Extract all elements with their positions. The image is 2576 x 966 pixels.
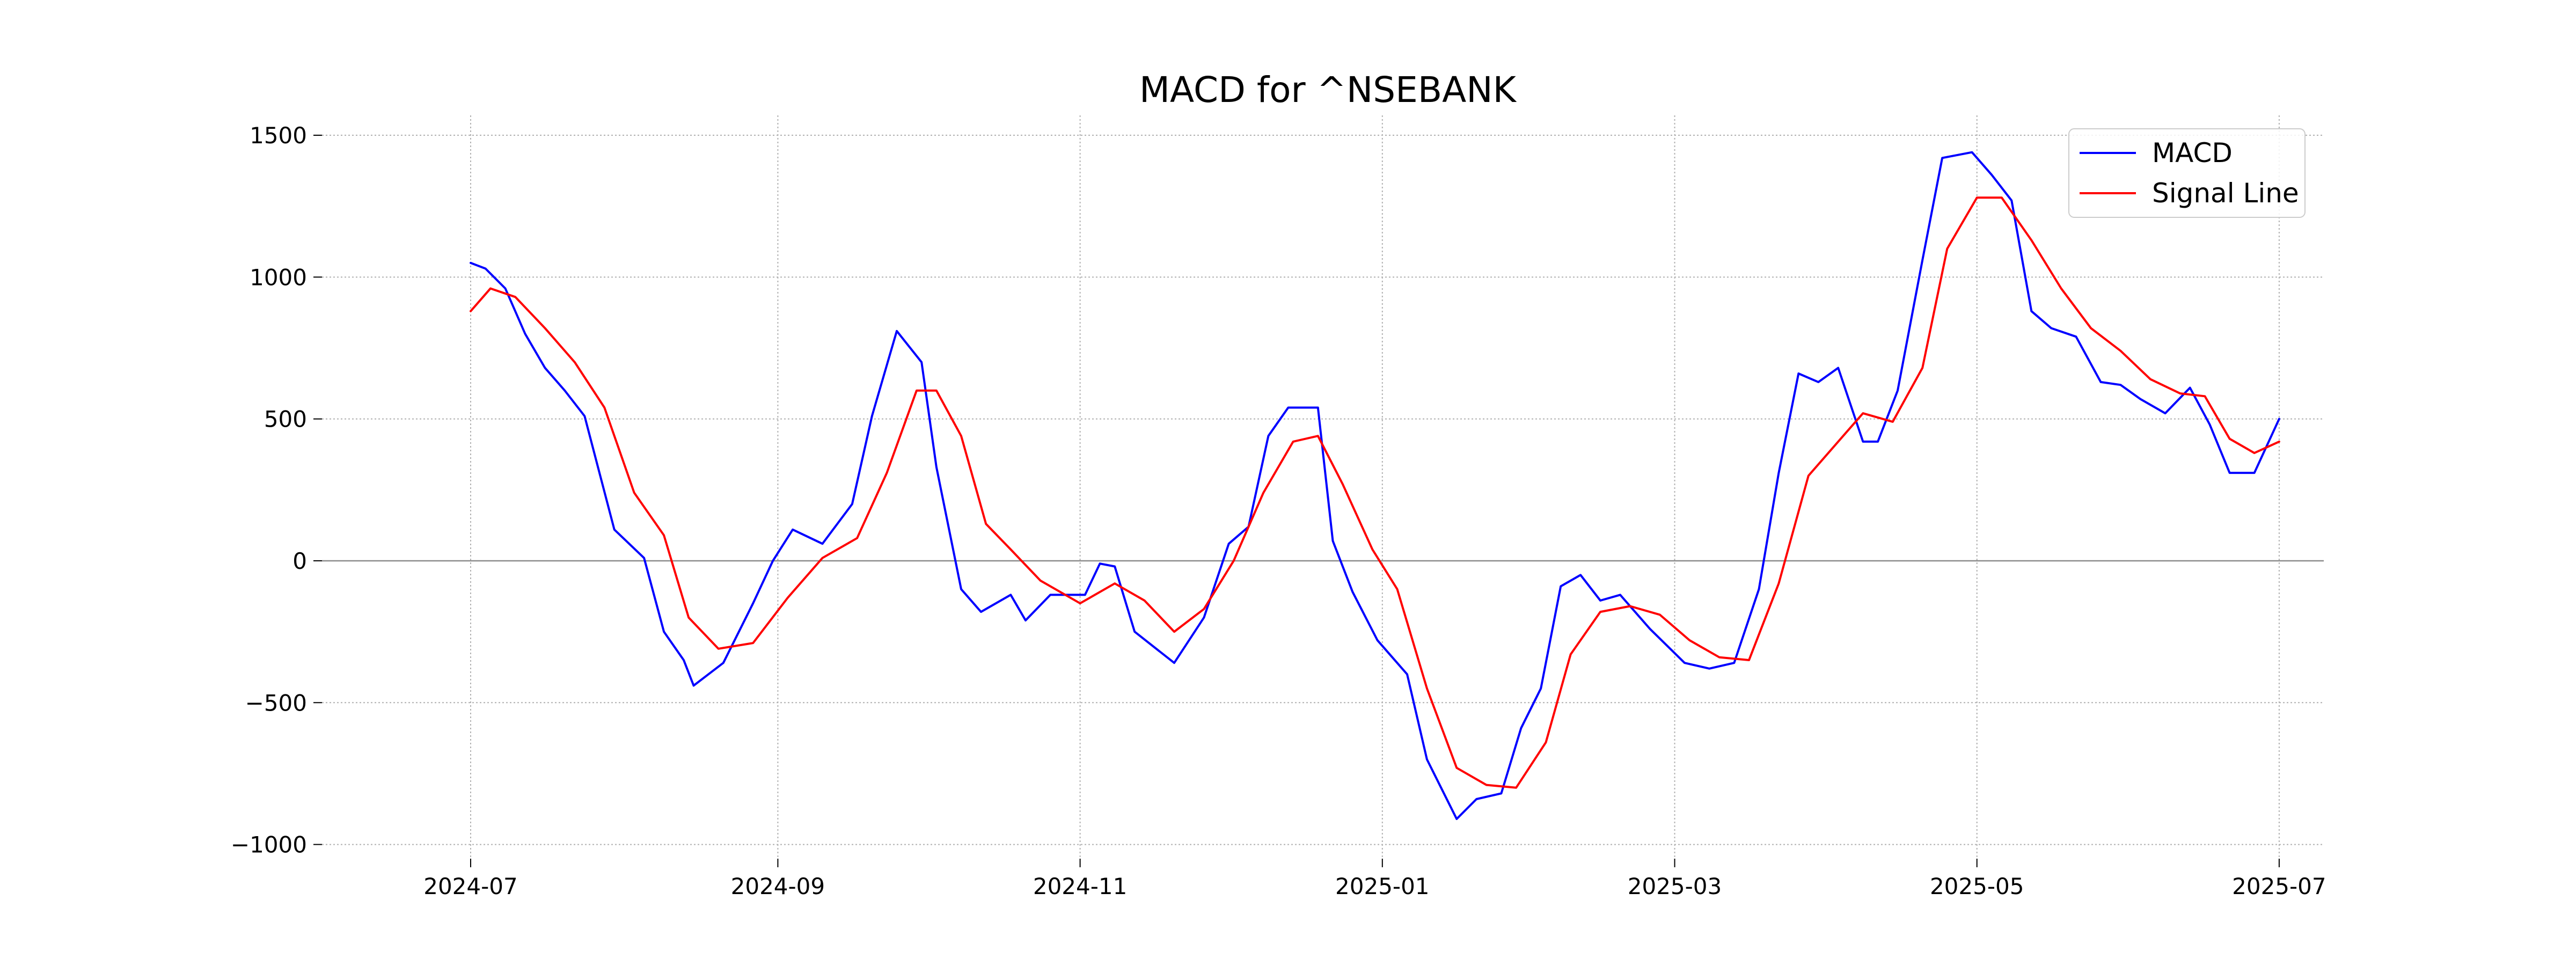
x-tick-label: 2024-07	[423, 873, 518, 899]
legend-label: MACD	[2152, 137, 2233, 169]
y-tick-label: −1000	[231, 832, 307, 858]
x-tick-label: 2024-11	[1033, 873, 1128, 899]
y-tick-label: 1500	[250, 122, 307, 149]
axis-layer: 1500 1000 500 0 −500 −1000 2024-07 2024-09 2024-…	[231, 122, 2326, 899]
series-layer	[470, 151, 2280, 820]
chart-title: MACD for ^NSEBANK	[1139, 69, 1517, 111]
legend-box	[2068, 128, 2306, 218]
series-line-macd	[470, 151, 2280, 820]
y-tick-label: −500	[245, 690, 307, 716]
legend-label: Signal Line	[2152, 178, 2299, 209]
x-tick-label: 2025-05	[1930, 873, 2024, 899]
legend: MACD Signal Line	[2068, 128, 2306, 218]
x-tick-label: 2025-01	[1335, 873, 1430, 899]
series-line-signal-line	[470, 196, 2280, 789]
y-tick-label: 1000	[250, 264, 307, 290]
y-tick-label: 0	[292, 548, 307, 574]
x-tick-label: 2025-07	[2232, 873, 2326, 899]
y-tick-label: 500	[264, 406, 307, 433]
x-tick-label: 2024-09	[731, 873, 825, 899]
grid-layer	[322, 115, 2324, 859]
x-tick-label: 2025-03	[1628, 873, 1722, 899]
